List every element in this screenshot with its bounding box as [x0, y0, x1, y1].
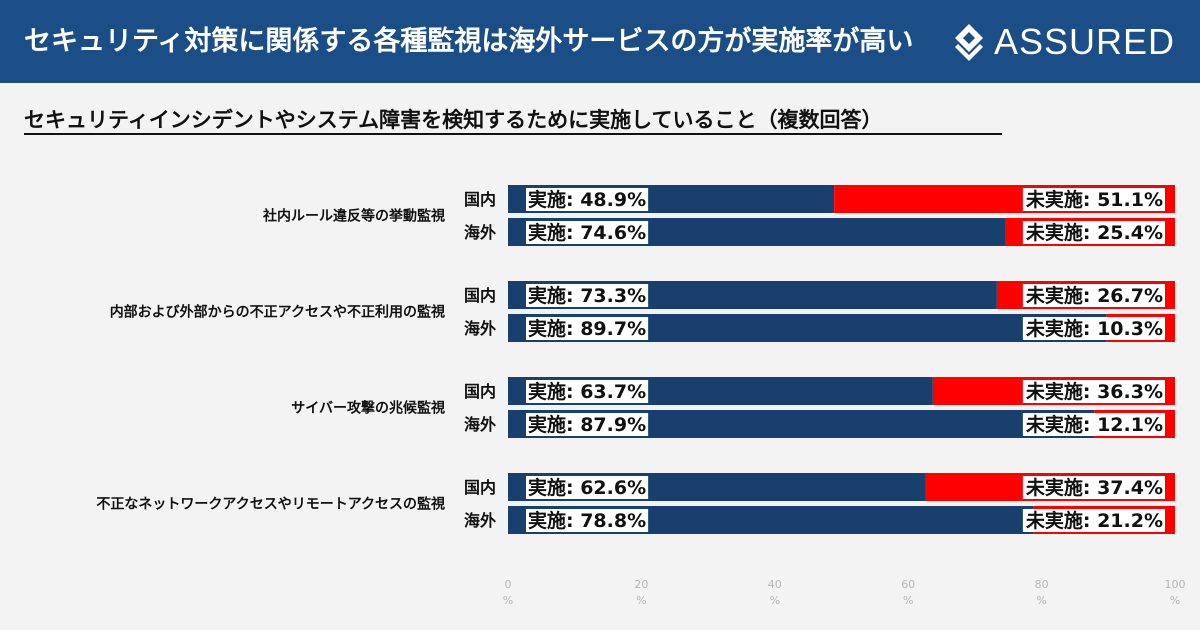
group-label: 国内: [464, 190, 496, 209]
chart-title-underline: [24, 133, 1002, 135]
data-label-not-implemented: 未実施: 51.1%: [1025, 188, 1163, 211]
x-tick-unit: %: [1170, 594, 1180, 607]
page-title: セキュリティ対策に関係する各種監視は海外サービスの方が実施率が高い: [24, 26, 914, 57]
group-label: 海外: [464, 511, 496, 530]
x-tick-label: 20: [634, 578, 648, 591]
data-label-implemented: 実施: 62.6%: [528, 476, 646, 499]
category-label: サイバー攻撃の兆候監視: [291, 400, 445, 417]
data-label-not-implemented: 未実施: 12.1%: [1025, 413, 1163, 436]
x-tick-unit: %: [1036, 594, 1046, 607]
group-label: 国内: [464, 478, 496, 497]
data-label-not-implemented: 未実施: 21.2%: [1025, 509, 1163, 532]
data-label-implemented-bg: [526, 413, 649, 436]
data-label-implemented: 実施: 48.9%: [528, 188, 646, 211]
category-label: 内部および外部からの不正アクセスや不正利用の監視: [110, 304, 445, 321]
data-label-not-implemented-bg: [1022, 476, 1165, 499]
group-label: 海外: [464, 415, 496, 434]
data-label-implemented: 実施: 78.8%: [528, 509, 646, 532]
data-label-implemented-bg: [526, 476, 649, 499]
data-label-not-implemented: 未実施: 36.3%: [1025, 380, 1163, 403]
data-label-not-implemented-bg: [1022, 221, 1165, 244]
diamond-logo-icon: [955, 24, 983, 61]
data-label-not-implemented: 未実施: 10.3%: [1025, 317, 1163, 340]
chart-title: セキュリティインシデントやシステム障害を検知するために実施していること（複数回答…: [24, 108, 883, 132]
x-tick-unit: %: [903, 594, 913, 607]
data-label-not-implemented-bg: [1022, 317, 1165, 340]
header-bar: セキュリティ対策に関係する各種監視は海外サービスの方が実施率が高い ASSURE…: [0, 0, 1200, 83]
group-label: 国内: [464, 286, 496, 305]
x-tick-unit: %: [503, 594, 513, 607]
group-label: 海外: [464, 223, 496, 242]
category-label: 不正なネットワークアクセスやリモートアクセスの監視: [96, 496, 445, 513]
data-label-not-implemented: 未実施: 37.4%: [1025, 476, 1163, 499]
data-label-implemented-bg: [526, 284, 649, 307]
x-tick-unit: %: [636, 594, 646, 607]
data-label-not-implemented: 未実施: 26.7%: [1025, 284, 1163, 307]
x-tick-label: 0: [505, 578, 512, 591]
data-label-implemented: 実施: 74.6%: [528, 221, 646, 244]
group-label: 海外: [464, 319, 496, 338]
data-label-not-implemented-bg: [1022, 380, 1165, 403]
data-label-implemented-bg: [526, 509, 649, 532]
brand-logo-text: ASSURED: [994, 21, 1176, 62]
group-label: 国内: [464, 382, 496, 401]
x-tick-label: 80: [1035, 578, 1049, 591]
data-label-implemented-bg: [526, 188, 649, 211]
x-tick-unit: %: [770, 594, 780, 607]
x-tick-label: 40: [768, 578, 782, 591]
data-label-implemented-bg: [526, 221, 649, 244]
data-label-implemented-bg: [526, 380, 649, 403]
data-label-implemented: 実施: 87.9%: [528, 413, 646, 436]
data-label-not-implemented-bg: [1022, 509, 1165, 532]
data-label-not-implemented-bg: [1022, 413, 1165, 436]
data-label-implemented: 実施: 73.3%: [528, 284, 646, 307]
category-label: 社内ルール違反等の挙動監視: [262, 208, 445, 225]
data-label-implemented: 実施: 89.7%: [528, 317, 646, 340]
data-label-not-implemented-bg: [1022, 284, 1165, 307]
x-tick-label: 100: [1165, 578, 1186, 591]
data-label-implemented-bg: [526, 317, 649, 340]
brand-logo: ASSURED: [952, 18, 1175, 66]
data-label-not-implemented: 未実施: 25.4%: [1025, 221, 1163, 244]
x-tick-label: 60: [901, 578, 915, 591]
data-label-not-implemented-bg: [1022, 188, 1165, 211]
data-label-implemented: 実施: 63.7%: [528, 380, 646, 403]
